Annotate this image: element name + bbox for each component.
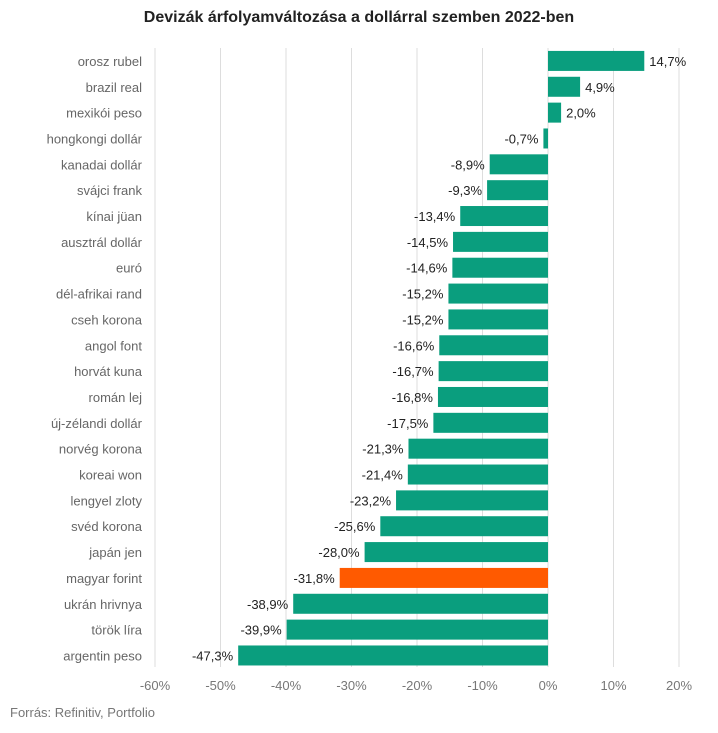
x-tick-label: -20% xyxy=(402,678,433,693)
category-label: hongkongi dollár xyxy=(47,131,143,146)
category-label: brazil real xyxy=(86,80,142,95)
bar xyxy=(407,464,548,485)
value-label: -14,6% xyxy=(406,261,448,276)
bar xyxy=(439,335,548,356)
bar xyxy=(548,102,562,123)
value-label: -16,7% xyxy=(392,364,434,379)
x-tick-label: -50% xyxy=(205,678,236,693)
value-label: -17,5% xyxy=(387,416,429,431)
category-label: ukrán hrivnya xyxy=(64,597,143,612)
category-label: mexikói peso xyxy=(66,106,142,121)
x-tick-label: -60% xyxy=(140,678,171,693)
bar xyxy=(437,386,548,407)
value-label: -21,3% xyxy=(362,442,404,457)
value-label: 2,0% xyxy=(566,106,596,121)
value-label: -13,4% xyxy=(414,209,456,224)
bar xyxy=(380,516,548,537)
value-label: -31,8% xyxy=(294,571,336,586)
x-tick-label: -40% xyxy=(271,678,302,693)
category-label: orosz rubel xyxy=(78,54,142,69)
category-label: horvát kuna xyxy=(74,364,143,379)
x-tick-label: -10% xyxy=(467,678,498,693)
value-label: -25,6% xyxy=(334,519,376,534)
value-label: -38,9% xyxy=(247,597,289,612)
category-label: kanadai dollár xyxy=(61,157,143,172)
bar xyxy=(543,128,548,149)
category-label: japán jen xyxy=(88,545,142,560)
bar xyxy=(448,283,548,304)
chart-title: Devizák árfolyamváltozása a dollárral sz… xyxy=(143,9,575,26)
category-label: angol font xyxy=(85,338,142,353)
value-label: -15,2% xyxy=(402,287,444,302)
bar xyxy=(396,490,548,511)
value-label: -15,2% xyxy=(402,312,444,327)
bar xyxy=(293,593,548,614)
category-label: cseh korona xyxy=(71,312,143,327)
bar xyxy=(452,257,548,278)
bar xyxy=(489,154,548,175)
category-label: koreai won xyxy=(79,468,142,483)
category-label: magyar forint xyxy=(66,571,142,586)
bar xyxy=(433,412,548,433)
value-label: 4,9% xyxy=(585,80,615,95)
value-label: -39,9% xyxy=(240,623,282,638)
value-label: -23,2% xyxy=(350,493,392,508)
category-label: norvég korona xyxy=(59,442,143,457)
value-label: -8,9% xyxy=(451,157,485,172)
value-label: -47,3% xyxy=(192,648,234,663)
value-label: -9,3% xyxy=(448,183,482,198)
category-label: argentin peso xyxy=(63,648,142,663)
category-label: új-zélandi dollár xyxy=(51,416,143,431)
value-label: -16,8% xyxy=(392,390,434,405)
category-label: svéd korona xyxy=(71,519,143,534)
x-tick-label: 20% xyxy=(666,678,692,693)
bar xyxy=(453,231,548,252)
bar xyxy=(448,309,548,330)
bar xyxy=(548,50,645,71)
value-label: -14,5% xyxy=(407,235,449,250)
bar xyxy=(286,619,548,640)
x-tick-label: 0% xyxy=(539,678,558,693)
category-label: dél-afrikai rand xyxy=(56,287,142,302)
category-label: török líra xyxy=(91,623,142,638)
category-label: svájci frank xyxy=(77,183,143,198)
bar xyxy=(487,180,548,201)
category-label: euró xyxy=(116,261,142,276)
bar xyxy=(438,361,548,382)
category-label: lengyel zloty xyxy=(70,493,142,508)
value-label: -28,0% xyxy=(318,545,360,560)
bar xyxy=(548,76,581,97)
category-label: kínai jüan xyxy=(86,209,142,224)
category-label: román lej xyxy=(89,390,143,405)
value-label: 14,7% xyxy=(649,54,686,69)
category-label: ausztrál dollár xyxy=(61,235,143,250)
bar xyxy=(460,206,548,227)
source-note: Forrás: Refinitiv, Portfolio xyxy=(10,705,155,720)
bar xyxy=(238,645,548,666)
value-label: -0,7% xyxy=(504,131,538,146)
x-tick-label: 10% xyxy=(600,678,626,693)
bar xyxy=(408,438,548,459)
x-tick-label: -30% xyxy=(336,678,367,693)
value-label: -16,6% xyxy=(393,338,435,353)
value-label: -21,4% xyxy=(362,468,404,483)
bar xyxy=(364,542,548,563)
bar-highlight xyxy=(339,567,548,588)
